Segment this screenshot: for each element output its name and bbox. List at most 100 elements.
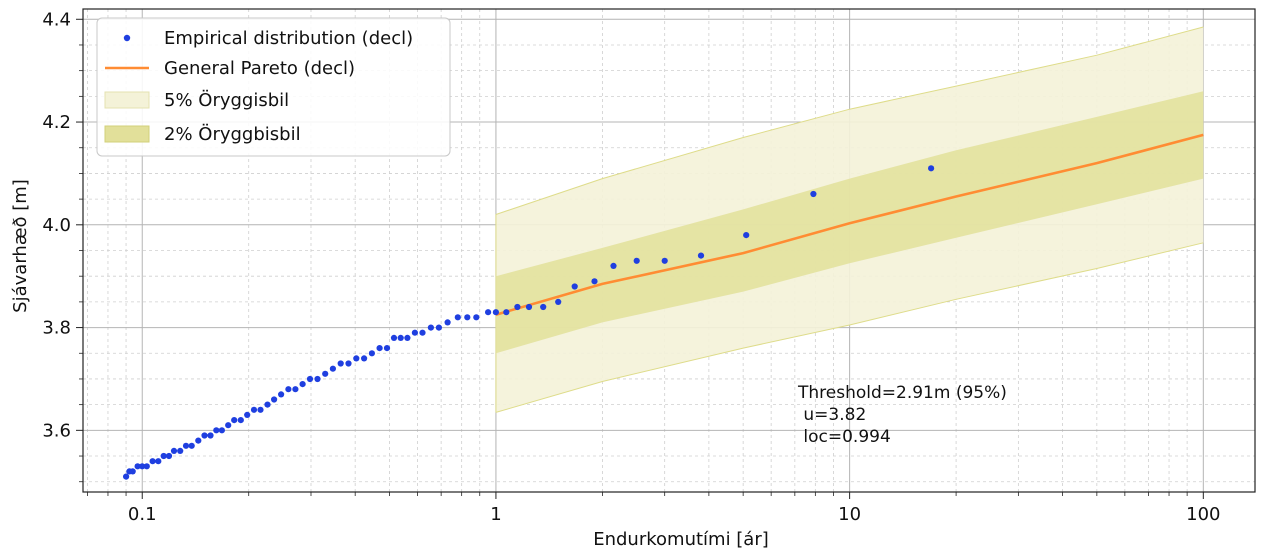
- empirical-point: [188, 442, 195, 449]
- empirical-point: [697, 252, 705, 259]
- empirical-point: [257, 406, 264, 413]
- empirical-point: [390, 334, 398, 341]
- empirical-point: [397, 334, 404, 341]
- empirical-point: [610, 262, 617, 269]
- legend: Empirical distribution (decl) General Pa…: [96, 17, 451, 157]
- y-tick-label: 4.2: [42, 112, 71, 133]
- empirical-point: [201, 432, 208, 439]
- axis-ticks: 0.1 1 10 100 3.6 3.8 4.0 4.2 4.4: [42, 9, 1220, 525]
- empirical-point: [165, 452, 173, 460]
- empirical-point: [149, 458, 156, 465]
- legend-label-band-5: 5% Öryggisbil: [164, 89, 289, 111]
- empirical-point: [134, 463, 141, 470]
- empirical-point: [376, 345, 383, 352]
- x-tick-label: 1: [490, 504, 501, 525]
- legend-label-empirical: Empirical distribution (decl): [164, 28, 413, 49]
- y-tick-label: 4.4: [42, 9, 71, 30]
- empirical-point: [123, 473, 130, 480]
- empirical-point: [195, 437, 202, 444]
- empirical-point: [271, 396, 278, 403]
- empirical-point: [160, 452, 167, 460]
- empirical-point: [411, 329, 418, 336]
- y-tick-label: 3.8: [42, 318, 71, 339]
- empirical-point: [810, 190, 817, 198]
- empirical-point: [329, 365, 336, 372]
- empirical-point: [264, 401, 271, 408]
- empirical-point: [155, 458, 162, 465]
- empirical-point: [250, 406, 258, 413]
- empirical-point: [139, 463, 146, 470]
- legend-marker-empirical: [123, 34, 131, 42]
- x-tick-label: 100: [1186, 504, 1220, 525]
- y-tick-label: 3.6: [42, 420, 71, 441]
- band-5-upper-edge: [495, 26, 1204, 215]
- y-tick-label: 4.0: [42, 215, 71, 236]
- empirical-point: [353, 355, 360, 362]
- empirical-point: [571, 283, 578, 290]
- empirical-point: [404, 334, 411, 341]
- annotation-loc: loc=0.994: [798, 427, 891, 447]
- empirical-point: [337, 360, 344, 367]
- legend-label-band-2: 2% Öryggbisbil: [164, 123, 301, 145]
- empirical-points: [123, 165, 935, 480]
- empirical-point: [207, 432, 214, 439]
- pareto-line: [495, 133, 1204, 316]
- empirical-point: [444, 319, 451, 326]
- empirical-point: [129, 468, 136, 475]
- annotation-threshold: Threshold=2.91m (95%): [797, 383, 1007, 403]
- empirical-point: [361, 355, 368, 362]
- empirical-point: [218, 427, 225, 434]
- empirical-point: [661, 257, 668, 264]
- empirical-point: [244, 411, 251, 418]
- legend-label-pareto: General Pareto (decl): [164, 58, 355, 79]
- empirical-point: [473, 314, 480, 321]
- x-axis-label: Endurkomutími [ár]: [593, 529, 769, 550]
- legend-item-band-2: 2% Öryggbisbil: [104, 123, 301, 145]
- empirical-point: [503, 309, 510, 316]
- empirical-point: [225, 422, 232, 429]
- empirical-point: [278, 391, 285, 398]
- empirical-point: [170, 447, 178, 454]
- empirical-point: [314, 375, 321, 383]
- empirical-point: [485, 309, 492, 316]
- empirical-point: [306, 375, 314, 383]
- empirical-point: [368, 350, 375, 357]
- annotation-u: u=3.82: [798, 405, 866, 425]
- parameter-annotation: Threshold=2.91m (95%) u=3.82 loc=0.994: [797, 383, 1007, 447]
- empirical-point: [464, 314, 471, 321]
- empirical-point: [345, 360, 352, 367]
- legend-item-band-5: 5% Öryggisbil: [104, 89, 289, 111]
- empirical-point: [419, 329, 426, 336]
- empirical-point: [237, 417, 244, 424]
- empirical-point: [182, 442, 190, 449]
- empirical-point: [383, 345, 391, 352]
- pareto-curve: [495, 133, 1204, 316]
- empirical-point: [231, 417, 238, 424]
- empirical-point: [285, 386, 292, 393]
- empirical-point: [322, 370, 329, 377]
- empirical-point: [591, 278, 598, 285]
- empirical-point: [292, 386, 299, 393]
- empirical-point: [928, 165, 935, 172]
- empirical-point: [633, 257, 640, 264]
- empirical-point: [177, 447, 184, 454]
- legend-patch-band-5: [104, 91, 150, 109]
- legend-item-empirical: Empirical distribution (decl): [123, 28, 413, 49]
- x-tick-label: 10: [838, 504, 861, 525]
- empirical-point: [143, 463, 150, 470]
- legend-patch-band-2: [104, 125, 150, 143]
- band-5-lower-edge: [495, 242, 1204, 413]
- empirical-point: [213, 427, 220, 434]
- empirical-point: [454, 314, 461, 321]
- legend-box: [96, 17, 451, 157]
- y-axis-label: Sjávarhæð [m]: [10, 179, 31, 313]
- empirical-point: [743, 232, 750, 239]
- empirical-point: [427, 324, 434, 331]
- empirical-point: [540, 303, 547, 311]
- empirical-point: [555, 298, 562, 305]
- empirical-point: [492, 309, 499, 316]
- legend-item-pareto: General Pareto (decl): [105, 58, 355, 79]
- empirical-point: [525, 303, 533, 311]
- empirical-point: [299, 381, 306, 388]
